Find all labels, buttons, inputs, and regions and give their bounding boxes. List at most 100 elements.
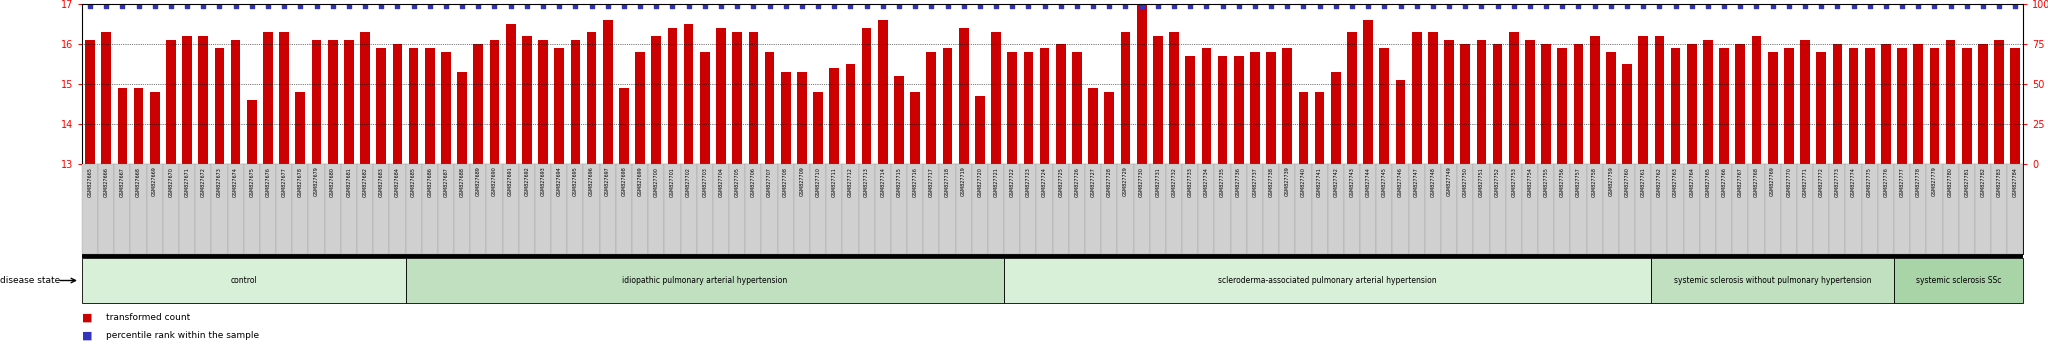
Point (1870, 3, 1903, 8)
Bar (1298, 92, 1309, 164)
Text: GSM827732: GSM827732 (1171, 167, 1176, 196)
Point (1239, 3, 1272, 8)
Point (1255, 3, 1288, 8)
Bar (1784, 48, 1794, 164)
Bar (1995, 40, 2005, 164)
Text: GSM827737: GSM827737 (1253, 167, 1257, 196)
Text: GSM827668: GSM827668 (135, 167, 141, 196)
Bar (1688, 44, 1696, 164)
Point (1481, 3, 1513, 8)
Point (1319, 3, 1352, 8)
Text: GSM827746: GSM827746 (1399, 167, 1403, 196)
Text: GSM827691: GSM827691 (508, 167, 514, 196)
Text: GSM827674: GSM827674 (233, 167, 238, 196)
Point (575, 3, 608, 8)
Bar (1249, 52, 1260, 164)
Point (672, 3, 705, 8)
Bar (1024, 52, 1034, 164)
Bar (1057, 44, 1065, 164)
Point (770, 3, 803, 8)
Point (1417, 3, 1450, 8)
Point (1708, 3, 1741, 8)
Text: GSM827736: GSM827736 (1237, 167, 1241, 196)
Text: GSM827781: GSM827781 (1964, 167, 1970, 196)
Point (625, 3, 657, 8)
Bar (764, 52, 774, 164)
Point (866, 3, 899, 8)
Text: GSM827772: GSM827772 (1819, 167, 1823, 196)
Bar (942, 48, 952, 164)
Text: GSM827690: GSM827690 (492, 167, 498, 196)
Bar (684, 24, 694, 164)
Bar (182, 36, 193, 164)
Text: GSM827672: GSM827672 (201, 167, 205, 196)
Point (1579, 3, 1612, 8)
Bar (618, 88, 629, 164)
Bar (410, 48, 418, 164)
Bar (1233, 56, 1243, 164)
Bar (1411, 32, 1421, 164)
Text: scleroderma-associated pulmonary arterial hypertension: scleroderma-associated pulmonary arteria… (1219, 276, 1438, 285)
Bar (295, 92, 305, 164)
Text: GSM827688: GSM827688 (459, 167, 465, 196)
Text: GSM827775: GSM827775 (1868, 167, 1872, 196)
Text: idiopathic pulmonary arterial hypertension: idiopathic pulmonary arterial hypertensi… (623, 276, 786, 285)
Bar (1315, 92, 1325, 164)
Point (1804, 3, 1837, 8)
Text: disease state: disease state (0, 276, 59, 285)
Point (995, 3, 1028, 8)
Text: GSM827703: GSM827703 (702, 167, 707, 196)
Text: systemic sclerosis without pulmonary hypertension: systemic sclerosis without pulmonary hyp… (1673, 276, 1872, 285)
Point (1335, 3, 1368, 8)
Text: GSM827784: GSM827784 (2013, 167, 2017, 196)
Bar (1460, 44, 1470, 164)
Bar (1800, 40, 1810, 164)
Point (1788, 3, 1821, 8)
Point (414, 3, 446, 8)
Text: GSM827776: GSM827776 (1884, 167, 1888, 196)
Text: GSM827695: GSM827695 (573, 167, 578, 196)
Point (1044, 3, 1077, 8)
Text: GSM827779: GSM827779 (1931, 167, 1937, 196)
Point (170, 3, 203, 8)
Text: GSM827731: GSM827731 (1155, 167, 1161, 196)
Point (315, 3, 348, 8)
Text: GSM827717: GSM827717 (930, 167, 934, 196)
Bar (571, 40, 580, 164)
Text: GSM827679: GSM827679 (313, 167, 319, 196)
Bar (1071, 52, 1081, 164)
Point (1853, 3, 1886, 8)
Point (1401, 3, 1434, 8)
Text: GSM827696: GSM827696 (590, 167, 594, 196)
Point (90, 3, 123, 8)
Text: GSM827670: GSM827670 (168, 167, 174, 196)
Text: GSM827685: GSM827685 (412, 167, 416, 196)
Point (139, 3, 172, 8)
Bar (328, 40, 338, 164)
Bar (1704, 40, 1712, 164)
Point (1903, 3, 1935, 8)
Bar (215, 48, 225, 164)
Text: GSM827722: GSM827722 (1010, 167, 1014, 196)
Point (463, 3, 496, 8)
Text: GSM827669: GSM827669 (152, 167, 158, 196)
Point (477, 3, 510, 8)
Bar (1380, 48, 1389, 164)
Bar (100, 32, 111, 164)
Text: percentile rank within the sample: percentile rank within the sample (106, 331, 260, 341)
Point (915, 3, 948, 8)
Bar (86, 40, 94, 164)
Point (446, 3, 479, 8)
Point (186, 3, 219, 8)
Point (1724, 3, 1757, 8)
Bar (1817, 52, 1827, 164)
Point (510, 3, 543, 8)
Bar (440, 52, 451, 164)
Text: GSM827783: GSM827783 (1997, 167, 2001, 196)
Point (1206, 3, 1239, 8)
Bar (1087, 88, 1098, 164)
Text: GSM827741: GSM827741 (1317, 167, 1323, 196)
Bar (1880, 44, 1890, 164)
Point (494, 3, 526, 8)
Point (1434, 3, 1466, 8)
